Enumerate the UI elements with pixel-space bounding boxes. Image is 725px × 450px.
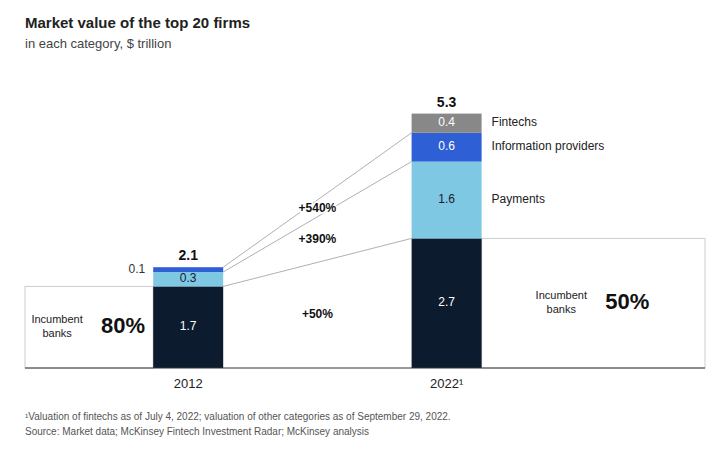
title: Market value of the top 20 firms <box>25 14 250 31</box>
bar-segment <box>153 267 223 268</box>
data-label: 0.4 <box>438 115 455 129</box>
series-label: Payments <box>492 192 545 206</box>
footnote: ¹Valuation of fintechs as of July 4, 202… <box>25 411 451 422</box>
total-label: 5.3 <box>437 94 457 110</box>
chart: Market value of the top 20 firms in each … <box>0 0 725 450</box>
series-label: Fintechs <box>492 115 537 129</box>
connectors <box>223 133 411 287</box>
category-label: 2012 <box>174 376 203 391</box>
series-label: Information providers <box>492 139 605 153</box>
growth-label: +390% <box>299 232 337 246</box>
connector-line <box>223 162 411 272</box>
connector-line <box>223 133 411 267</box>
total-label: 2.1 <box>178 247 198 263</box>
bar-segment <box>153 286 223 368</box>
segment-box <box>25 286 153 368</box>
share-label: 50% <box>605 289 649 314</box>
footnote: Source: Market data; McKinsey Fintech In… <box>25 426 369 437</box>
share-label: 80% <box>101 313 145 338</box>
bar-segment <box>153 272 223 286</box>
data-label: 0.3 <box>180 271 197 285</box>
growth-label: +540% <box>299 201 337 215</box>
growth-label: +50% <box>302 307 333 321</box>
data-label: 1.7 <box>180 319 197 333</box>
bar-segment <box>412 162 482 239</box>
box-label: Incumbentbanks <box>31 313 82 339</box>
data-label: 0.6 <box>438 139 455 153</box>
data-label: 1.6 <box>438 192 455 206</box>
bars <box>153 114 481 368</box>
category-label: 2022¹ <box>430 376 464 391</box>
segment-box <box>482 238 705 368</box>
bar-segment <box>412 114 482 133</box>
subtitle: in each category, $ trillion <box>25 36 171 51</box>
data-label: 0.1 <box>129 262 146 276</box>
bar-segment <box>412 133 482 162</box>
bar-segment <box>412 238 482 368</box>
data-label: 2.7 <box>438 295 455 309</box>
baseline <box>25 368 705 369</box>
box-label: Incumbentbanks <box>536 289 587 315</box>
